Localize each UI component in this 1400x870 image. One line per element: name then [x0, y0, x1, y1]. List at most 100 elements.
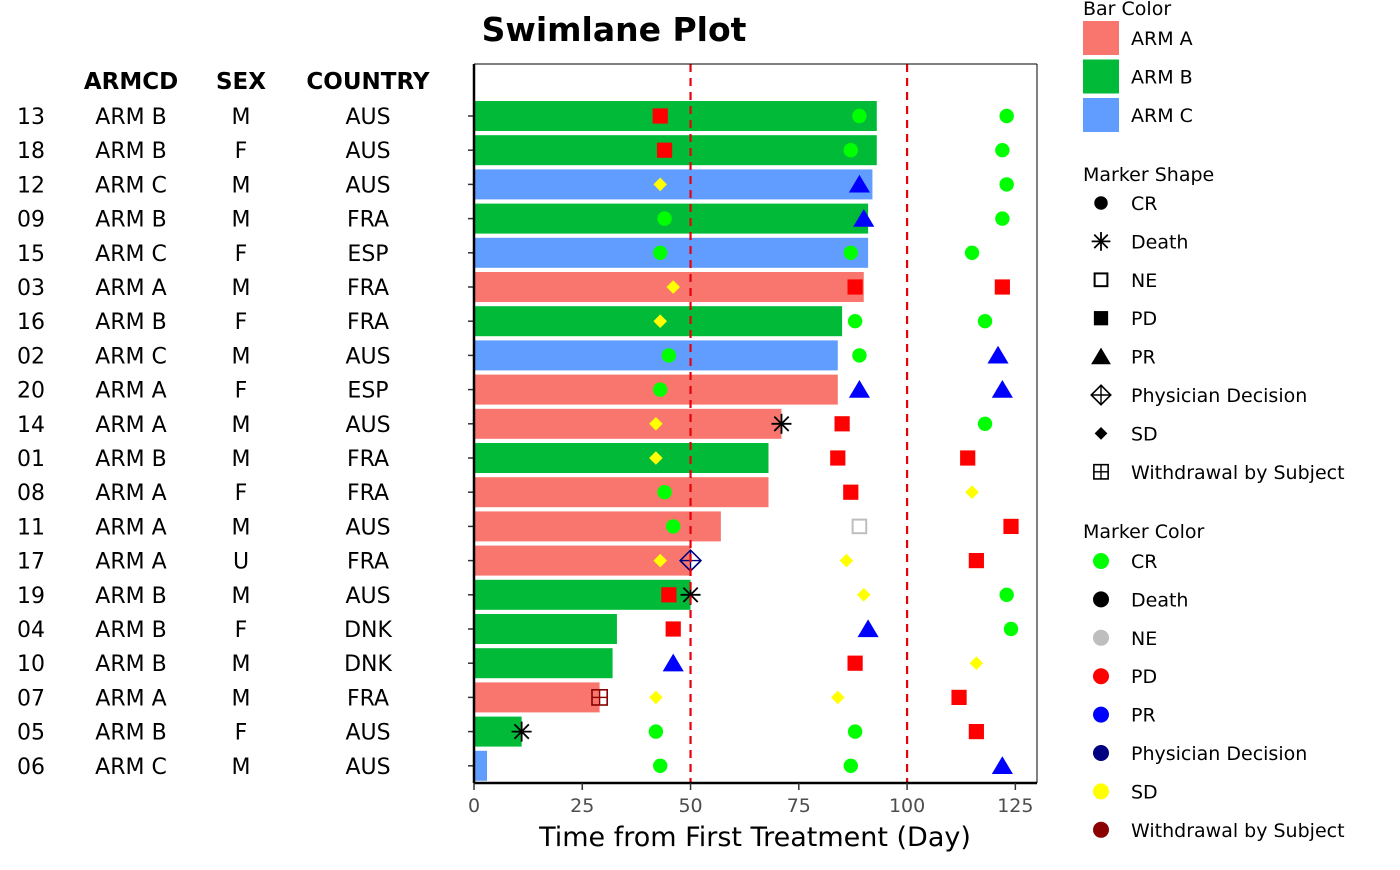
subject-country: AUS	[345, 584, 390, 609]
subject-arm: ARM B	[95, 652, 166, 677]
subject-id: 16	[17, 310, 45, 335]
subject-id: 08	[17, 481, 45, 506]
response-marker	[951, 689, 967, 705]
subject-id: 15	[17, 242, 45, 267]
subject-arm: ARM A	[95, 276, 166, 301]
subject-sex: U	[233, 550, 249, 575]
marker-square	[847, 655, 863, 671]
end-event-marker	[591, 688, 608, 706]
response-marker	[653, 245, 668, 260]
markers-layer	[511, 108, 1019, 774]
swimlane-bar	[475, 614, 617, 644]
legend-shape-key	[1091, 347, 1111, 365]
subject-country: FRA	[347, 310, 389, 335]
response-marker	[995, 143, 1010, 158]
response-marker	[977, 314, 993, 329]
response-marker	[847, 655, 863, 671]
subject-sex: F	[235, 139, 248, 164]
subject-country: DNK	[344, 652, 392, 677]
legend-color-key	[1093, 629, 1109, 646]
marker-square	[652, 108, 668, 124]
marker-circle	[653, 758, 668, 773]
subject-country: ESP	[347, 242, 388, 267]
subject-id: 13	[17, 105, 45, 130]
marker-circle	[852, 108, 867, 124]
marker-square	[830, 450, 846, 466]
marker-square	[994, 279, 1010, 295]
subject-sex: M	[232, 447, 251, 472]
response-marker	[964, 245, 980, 260]
response-marker	[969, 656, 984, 670]
response-marker	[991, 756, 1013, 774]
legend-label: SD	[1131, 423, 1158, 445]
marker-circle	[1094, 196, 1108, 210]
x-tick-label: 0	[468, 795, 480, 817]
response-marker	[665, 621, 681, 637]
response-marker	[999, 587, 1014, 602]
subject-arm: ARM C	[95, 755, 167, 780]
legend-shape-key	[1090, 384, 1112, 406]
marker-circle	[653, 382, 668, 397]
subject-sex: F	[235, 379, 248, 404]
marker-triangle	[857, 619, 879, 638]
legend-color-key	[1093, 553, 1109, 569]
response-marker	[852, 108, 867, 124]
marker-square	[656, 142, 673, 158]
subject-arm: ARM B	[95, 105, 166, 130]
marker-circle	[843, 245, 858, 260]
marker-asterisk-stroke	[773, 415, 790, 432]
legend-label: PR	[1131, 705, 1156, 727]
subject-country: ESP	[347, 379, 388, 404]
subject-id: 02	[17, 344, 45, 369]
subject-country: FRA	[347, 550, 389, 575]
x-axis-label: Time from First Treatment (Day)	[538, 822, 971, 853]
response-marker	[666, 280, 681, 294]
marker-diamond	[649, 690, 663, 705]
subject-arm: ARM A	[95, 379, 166, 404]
response-marker	[843, 245, 858, 260]
response-marker	[662, 653, 684, 672]
marker-circle	[999, 177, 1014, 192]
marker-square	[1003, 518, 1019, 534]
response-marker	[653, 382, 668, 397]
marker-open-square	[1093, 272, 1109, 288]
legend-label: ARM B	[1131, 67, 1193, 89]
marker-diamond	[653, 177, 668, 192]
swimlane-bar	[475, 408, 782, 439]
response-marker	[965, 485, 979, 499]
subject-id: 10	[17, 652, 45, 677]
marker-diamond	[649, 451, 663, 465]
table-header: SEX	[216, 69, 266, 95]
end-event-marker	[771, 413, 792, 434]
swimlane-bar	[475, 477, 769, 508]
response-marker	[848, 380, 870, 398]
marker-square	[968, 553, 984, 569]
subject-id: 07	[17, 686, 45, 711]
subject-sex: F	[235, 618, 248, 643]
response-marker	[661, 348, 677, 363]
legend-label: ARM C	[1131, 105, 1193, 127]
response-marker	[999, 108, 1014, 124]
response-marker	[666, 519, 681, 534]
swimlane-bar	[475, 682, 600, 713]
swimlane-bar	[475, 648, 613, 679]
subject-arm: ARM A	[95, 481, 166, 506]
subject-country: FRA	[347, 447, 389, 472]
subject-arm: ARM B	[95, 139, 166, 164]
subject-id: 09	[17, 208, 45, 233]
marker-triangle	[662, 653, 684, 672]
subject-country: AUS	[345, 344, 390, 369]
marker-triangle	[991, 756, 1013, 774]
subject-country: FRA	[347, 276, 389, 301]
subject-id: 03	[17, 276, 45, 301]
response-marker	[656, 142, 673, 158]
subject-arm: ARM B	[95, 618, 166, 643]
response-marker	[1003, 621, 1019, 637]
response-marker	[847, 279, 863, 295]
legend-label: ARM A	[1131, 28, 1193, 50]
subject-country: DNK	[344, 618, 392, 643]
response-marker	[987, 345, 1009, 364]
legend-label: Death	[1131, 231, 1188, 253]
